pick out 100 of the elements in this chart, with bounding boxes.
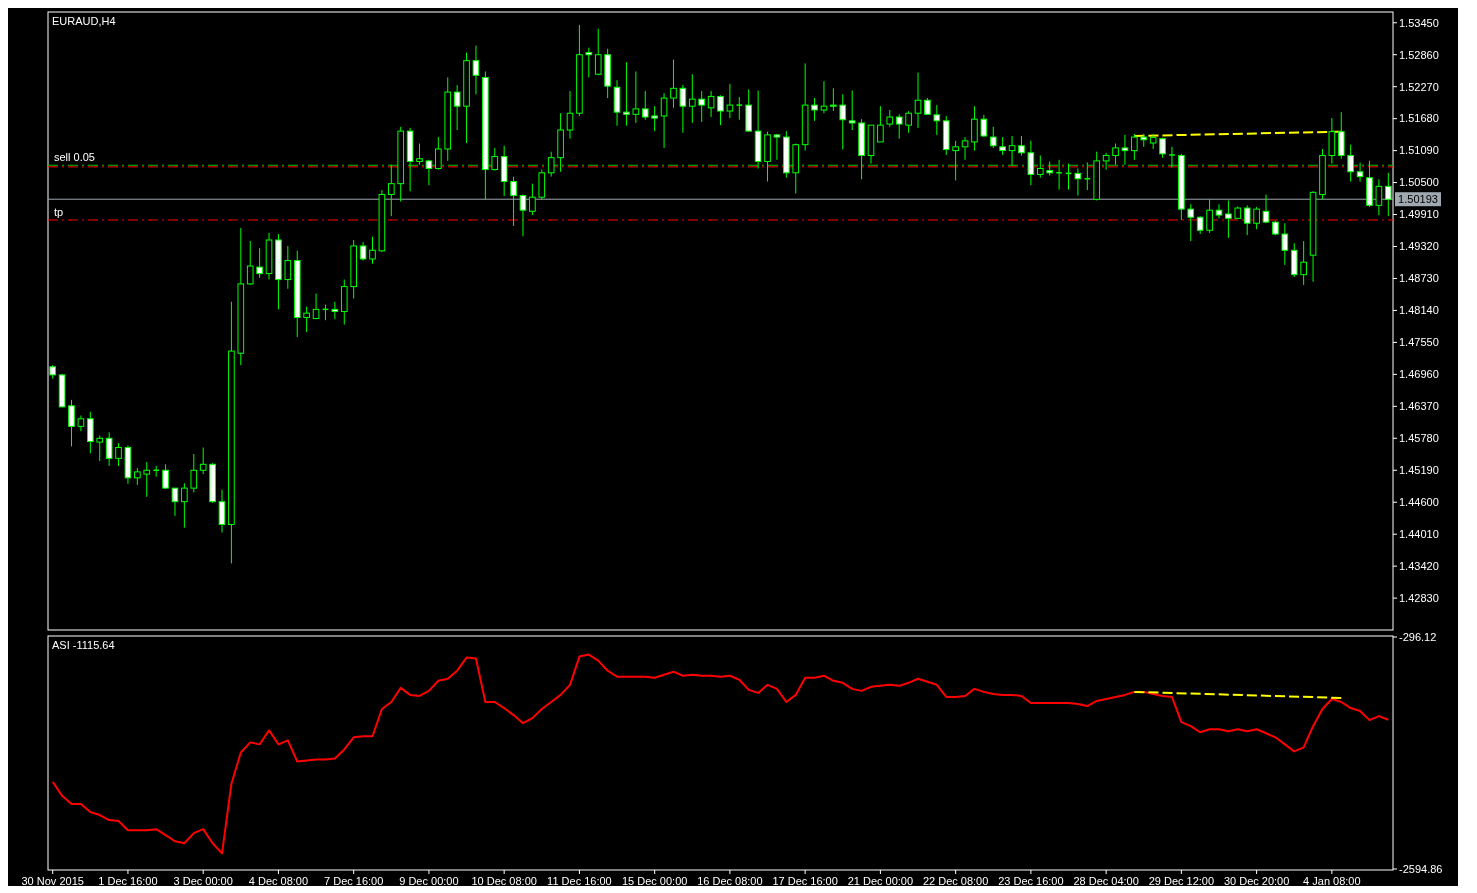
candlestick	[416, 143, 423, 166]
candlestick	[811, 97, 818, 122]
y-tick-label: -296.12	[1399, 630, 1437, 643]
candlestick	[491, 147, 499, 172]
candlestick	[435, 136, 442, 171]
candlestick	[171, 487, 179, 517]
x-tick-label: 15 Dec 00:00	[621, 875, 688, 887]
y-tick-label: 1.46370	[1399, 400, 1439, 413]
candlestick	[1036, 154, 1044, 179]
x-tick-label: 11 Dec 16:00	[547, 875, 612, 887]
candlestick	[1083, 162, 1091, 191]
ref-line-label: tp	[54, 205, 64, 218]
candlestick	[1112, 143, 1119, 166]
candlestick	[848, 89, 856, 131]
y-tick-label: 1.47550	[1399, 336, 1439, 349]
candlestick	[331, 301, 339, 320]
chart-title: EURAUD,H4	[52, 15, 116, 27]
candlestick	[256, 247, 263, 279]
y-tick-label: 1.43420	[1399, 560, 1439, 572]
candlestick	[1027, 140, 1035, 186]
candlestick	[895, 113, 903, 140]
candlestick	[933, 104, 941, 136]
candlestick	[246, 240, 254, 286]
candlestick	[1018, 135, 1025, 156]
chart-title: ASI -1115.64	[52, 639, 115, 651]
candlestick	[547, 151, 555, 178]
x-tick-label: 22 Dec 08:00	[922, 875, 989, 887]
candlestick	[1300, 240, 1307, 286]
y-tick-label: 1.53450	[1399, 16, 1439, 29]
candlestick	[105, 431, 113, 467]
candlestick	[199, 447, 207, 475]
candlestick	[115, 442, 122, 467]
candlestick	[312, 293, 320, 320]
candlestick	[218, 489, 226, 534]
x-tick-label: 30 Nov 2015	[21, 875, 84, 887]
candlestick	[660, 92, 668, 149]
y-tick-label: 1.51090	[1399, 144, 1439, 157]
candlestick	[387, 164, 395, 217]
candlestick	[1102, 152, 1110, 171]
candlestick	[143, 461, 151, 498]
candlestick	[1243, 204, 1251, 236]
y-tick-label: 1.49320	[1399, 240, 1439, 253]
x-tick-label: 16 Dec 08:00	[697, 875, 763, 887]
x-tick-label: 28 Dec 04:00	[1073, 875, 1139, 887]
candlestick	[585, 47, 593, 78]
candlestick	[632, 71, 640, 124]
candlestick	[1187, 203, 1195, 242]
candlestick	[1008, 135, 1016, 167]
candlestick	[698, 90, 706, 123]
candlestick	[1225, 199, 1232, 239]
candlestick	[688, 73, 696, 124]
candlestick	[989, 126, 997, 149]
candlestick	[1281, 222, 1289, 266]
candlestick	[303, 306, 310, 333]
y-tick-label: 1.48730	[1399, 272, 1439, 285]
candlestick	[877, 105, 884, 143]
y-tick-label: 1.52270	[1399, 80, 1439, 93]
x-tick-label: 4 Dec 08:00	[248, 875, 309, 887]
y-tick-label: 1.44010	[1399, 528, 1439, 541]
candlestick	[726, 83, 734, 119]
y-tick-label: 1.49910	[1399, 208, 1439, 221]
y-tick-label: 1.52860	[1399, 48, 1439, 61]
candlestick	[68, 399, 75, 447]
candlestick	[1328, 117, 1336, 165]
candlestick	[510, 176, 517, 227]
candlestick	[190, 453, 198, 493]
candlestick	[623, 61, 630, 127]
candlestick	[1206, 198, 1213, 234]
candlestick	[1055, 159, 1063, 191]
candlestick	[425, 159, 433, 186]
x-tick-label: 17 Dec 16:00	[772, 875, 838, 887]
candlestick	[707, 90, 715, 118]
candlestick	[96, 435, 104, 462]
candlestick	[162, 463, 169, 490]
candlestick	[641, 90, 649, 121]
candlestick	[651, 105, 658, 132]
candlestick	[961, 136, 969, 161]
x-tick-label: 10 Dec 08:00	[471, 875, 537, 887]
x-tick-label: 1 Dec 16:00	[98, 875, 158, 887]
candlestick	[820, 80, 828, 114]
x-tick-label: 4 Jan 08:00	[1303, 875, 1361, 887]
candlestick	[1215, 203, 1223, 219]
candlestick	[773, 133, 781, 161]
candlestick	[453, 84, 461, 131]
ref-line-label: 1.50193	[1398, 193, 1438, 206]
x-tick-label: 23 Dec 16:00	[998, 875, 1064, 887]
candlestick	[1375, 178, 1383, 216]
candlestick	[717, 94, 724, 126]
candlestick	[472, 45, 480, 95]
candlestick	[1262, 194, 1270, 224]
x-tick-label: 21 Dec 00:00	[847, 875, 914, 887]
y-tick-label: 1.42830	[1399, 591, 1439, 604]
y-tick-label: 1.44600	[1399, 496, 1439, 509]
candlestick	[914, 72, 922, 129]
x-tick-label: 7 Dec 16:00	[324, 875, 384, 887]
candlestick	[670, 59, 677, 109]
candlestick	[529, 183, 536, 216]
candlestick	[1121, 134, 1129, 166]
candlestick	[839, 93, 847, 151]
candlestick	[905, 110, 912, 134]
